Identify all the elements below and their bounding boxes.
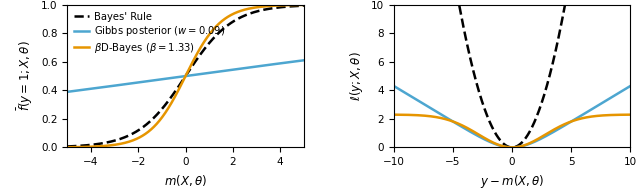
Bayes' Rule — [267, 7, 275, 10]
Gibbs posterior ($w = 0.09$) — [243, 67, 250, 69]
Y-axis label: $\bar{f}(y=1; X, \theta)$: $\bar{f}(y=1; X, \theta)$ — [16, 41, 35, 112]
Legend: Bayes' Rule, Gibbs posterior ($w = 0.09$), $\beta$D-Bayes ($\beta = 1.33$): Bayes' Rule, Gibbs posterior ($w = 0.09$… — [72, 10, 228, 57]
Line: $\beta$D-Bayes ($\beta = 1.33$): $\beta$D-Bayes ($\beta = 1.33$) — [67, 5, 304, 147]
X-axis label: $y - m(X, \theta)$: $y - m(X, \theta)$ — [480, 173, 545, 189]
Bayes' Rule — [201, 48, 209, 50]
Gibbs posterior ($w = 0.09$) — [300, 59, 308, 61]
Line: Bayes' Rule: Bayes' Rule — [67, 6, 304, 146]
Gibbs posterior ($w = 0.09$) — [63, 91, 71, 93]
Gibbs posterior ($w = 0.09$) — [267, 64, 275, 66]
$\beta$D-Bayes ($\beta = 1.33$) — [201, 40, 209, 42]
$\beta$D-Bayes ($\beta = 1.33$) — [300, 4, 308, 6]
Line: Gibbs posterior ($w = 0.09$): Gibbs posterior ($w = 0.09$) — [67, 60, 304, 92]
$\beta$D-Bayes ($\beta = 1.33$) — [207, 31, 214, 34]
Bayes' Rule — [214, 33, 222, 35]
Y-axis label: $\ell(y; X, \theta)$: $\ell(y; X, \theta)$ — [348, 51, 365, 101]
$\beta$D-Bayes ($\beta = 1.33$) — [267, 5, 275, 7]
Gibbs posterior ($w = 0.09$) — [78, 89, 86, 91]
$\beta$D-Bayes ($\beta = 1.33$) — [214, 23, 222, 26]
Bayes' Rule — [243, 14, 250, 16]
Bayes' Rule — [63, 145, 71, 148]
X-axis label: $m(X, \theta)$: $m(X, \theta)$ — [164, 173, 207, 188]
$\beta$D-Bayes ($\beta = 1.33$) — [63, 146, 71, 148]
Bayes' Rule — [78, 145, 86, 147]
$\beta$D-Bayes ($\beta = 1.33$) — [78, 146, 86, 148]
Bayes' Rule — [300, 5, 308, 7]
Bayes' Rule — [207, 40, 214, 42]
Gibbs posterior ($w = 0.09$) — [207, 71, 214, 74]
Gibbs posterior ($w = 0.09$) — [201, 72, 209, 75]
Gibbs posterior ($w = 0.09$) — [214, 70, 222, 73]
$\beta$D-Bayes ($\beta = 1.33$) — [243, 8, 250, 10]
